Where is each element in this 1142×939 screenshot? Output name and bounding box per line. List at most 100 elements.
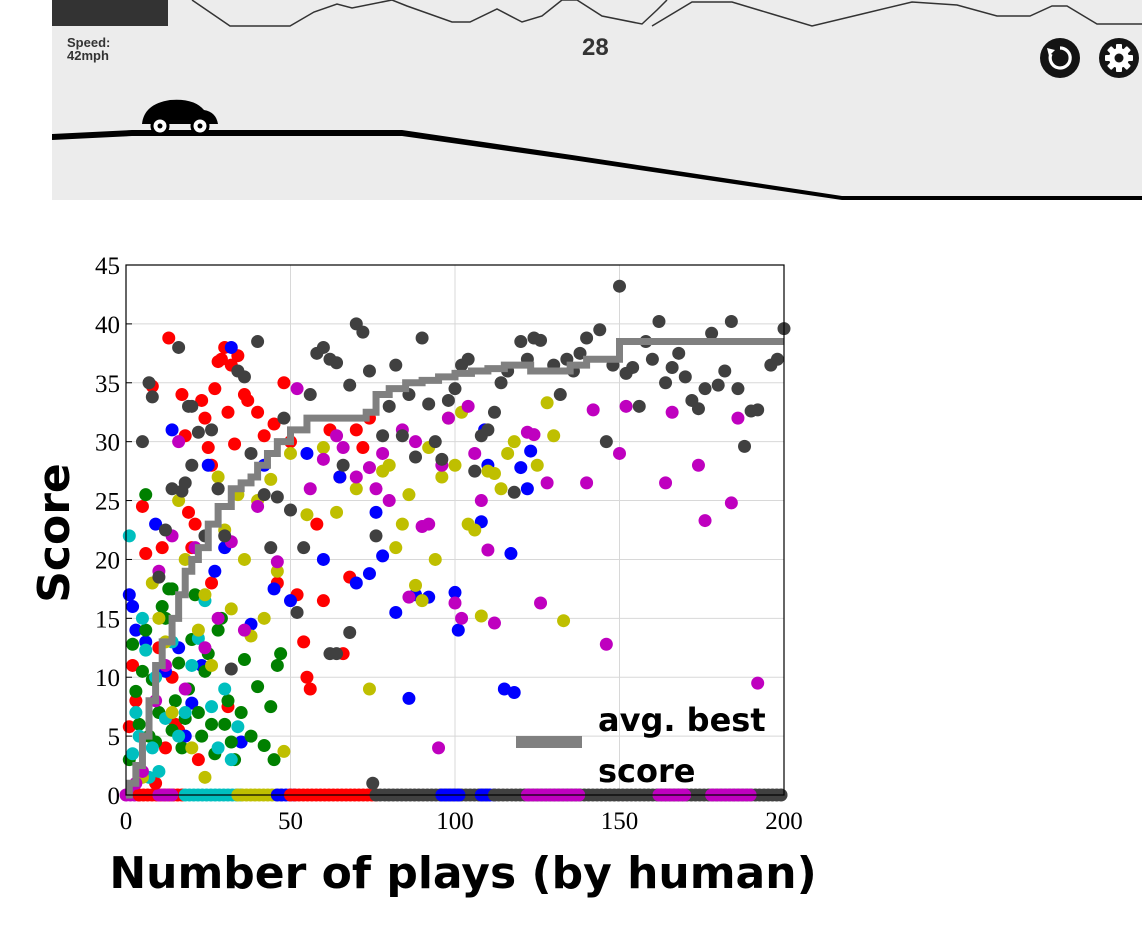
data-point (474, 609, 488, 623)
data-point (409, 450, 423, 464)
data-point (507, 485, 521, 499)
data-point (632, 399, 646, 413)
data-point (451, 623, 465, 637)
data-point (481, 423, 495, 437)
data-point (724, 496, 738, 510)
data-point (303, 388, 317, 402)
data-point (468, 523, 482, 537)
data-point (129, 694, 143, 708)
y-axis-title: Score (29, 463, 80, 603)
road (52, 130, 1142, 200)
y-tick-label: 15 (95, 606, 120, 633)
data-point (389, 358, 403, 372)
data-point (237, 552, 251, 566)
data-point (185, 458, 199, 472)
data-point (432, 741, 446, 755)
restart-button[interactable] (1040, 38, 1080, 78)
data-point (191, 623, 205, 637)
data-point (155, 541, 169, 555)
data-point (626, 360, 640, 374)
data-point (185, 399, 199, 413)
data-point (205, 700, 219, 714)
data-point (468, 464, 482, 478)
data-point (711, 378, 725, 392)
data-point (211, 470, 225, 484)
data-point (770, 352, 784, 366)
data-point (228, 437, 242, 451)
data-point (172, 340, 186, 354)
data-point (224, 602, 238, 616)
y-tick-label: 35 (95, 371, 120, 398)
legend: avg. best score (516, 701, 766, 790)
mountain-outline (191, 0, 668, 27)
data-point (724, 315, 738, 329)
data-point (145, 741, 159, 755)
data-point (497, 682, 511, 696)
data-point (310, 517, 324, 531)
data-point (366, 776, 380, 790)
data-point (619, 399, 633, 413)
data-point (362, 682, 376, 696)
score-chart: 0 50 100 150 200 0 5 10 15 20 25 30 35 40 45 avg. best… (29, 253, 817, 899)
data-point (224, 340, 238, 354)
data-point (678, 370, 692, 384)
speed-display: Speed: 42mph (67, 36, 110, 62)
speed-label: Speed: (67, 35, 111, 50)
data-point (369, 482, 383, 496)
data-point (224, 753, 238, 767)
data-point (665, 405, 679, 419)
data-point (524, 444, 538, 458)
data-point (316, 441, 330, 455)
data-point (122, 529, 136, 543)
data-point (172, 435, 186, 449)
data-point (126, 658, 140, 672)
data-point (267, 753, 281, 767)
data-point (751, 676, 765, 690)
data-point (422, 397, 436, 411)
data-point (237, 370, 251, 384)
data-point (507, 686, 521, 700)
data-point (553, 388, 567, 402)
data-point (665, 360, 679, 374)
settings-button[interactable] (1099, 38, 1139, 78)
data-point (277, 411, 291, 425)
data-point (122, 588, 136, 602)
data-point (645, 352, 659, 366)
x-tick-label: 50 (278, 808, 303, 835)
data-point (534, 333, 548, 347)
data-point (139, 643, 153, 657)
data-point (369, 529, 383, 543)
data-point (145, 390, 159, 404)
data-point (185, 741, 199, 755)
gear-icon (1105, 44, 1133, 72)
data-point (487, 405, 501, 419)
data-point (139, 488, 153, 502)
data-point (376, 446, 390, 460)
data-point (402, 691, 416, 705)
data-point (494, 376, 508, 390)
data-point (201, 458, 215, 472)
data-point (251, 405, 265, 419)
data-point (349, 423, 363, 437)
data-point (198, 411, 212, 425)
data-point (330, 505, 344, 519)
data-point (211, 741, 225, 755)
data-point (507, 435, 521, 449)
data-point (718, 364, 732, 378)
data-point (504, 547, 518, 561)
y-tick-label: 20 (95, 547, 120, 574)
data-point (448, 458, 462, 472)
data-point (494, 482, 508, 496)
data-point (152, 570, 166, 584)
data-point (162, 331, 176, 345)
data-point (303, 482, 317, 496)
data-point (297, 635, 311, 649)
data-point (303, 682, 317, 696)
data-point (208, 564, 222, 578)
data-point (211, 623, 225, 637)
data-point (178, 706, 192, 720)
data-point (659, 476, 673, 490)
data-point (474, 494, 488, 508)
data-point (514, 461, 528, 475)
data-point (231, 720, 245, 734)
